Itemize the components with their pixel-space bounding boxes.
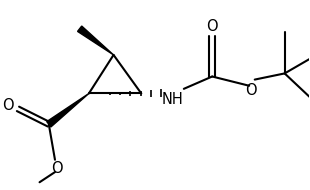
Text: NH: NH: [161, 92, 183, 107]
Text: O: O: [2, 98, 14, 113]
Polygon shape: [78, 26, 113, 55]
Polygon shape: [47, 93, 89, 127]
Text: O: O: [246, 83, 257, 98]
Text: O: O: [206, 19, 218, 34]
Text: O: O: [51, 161, 62, 176]
